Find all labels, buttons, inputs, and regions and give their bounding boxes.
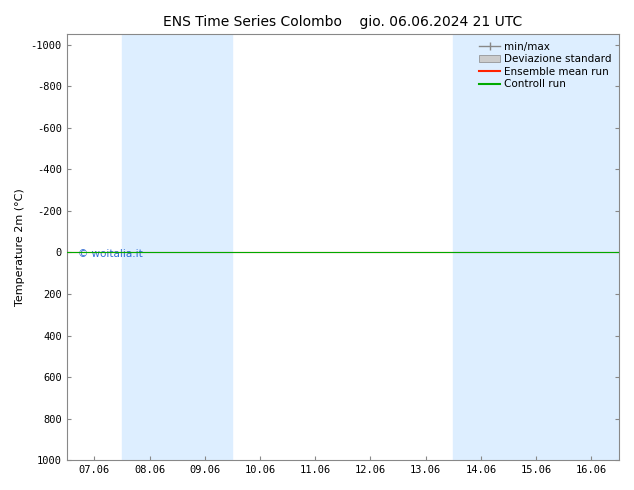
Bar: [122, 34, 177, 460]
Bar: [453, 34, 508, 460]
Y-axis label: Temperature 2m (°C): Temperature 2m (°C): [15, 188, 25, 306]
Bar: [508, 34, 564, 460]
Legend: min/max, Deviazione standard, Ensemble mean run, Controll run: min/max, Deviazione standard, Ensemble m…: [477, 40, 614, 92]
Title: ENS Time Series Colombo    gio. 06.06.2024 21 UTC: ENS Time Series Colombo gio. 06.06.2024 …: [163, 15, 522, 29]
Bar: [564, 34, 619, 460]
Bar: [177, 34, 233, 460]
Text: © woitalia.it: © woitalia.it: [78, 248, 143, 259]
